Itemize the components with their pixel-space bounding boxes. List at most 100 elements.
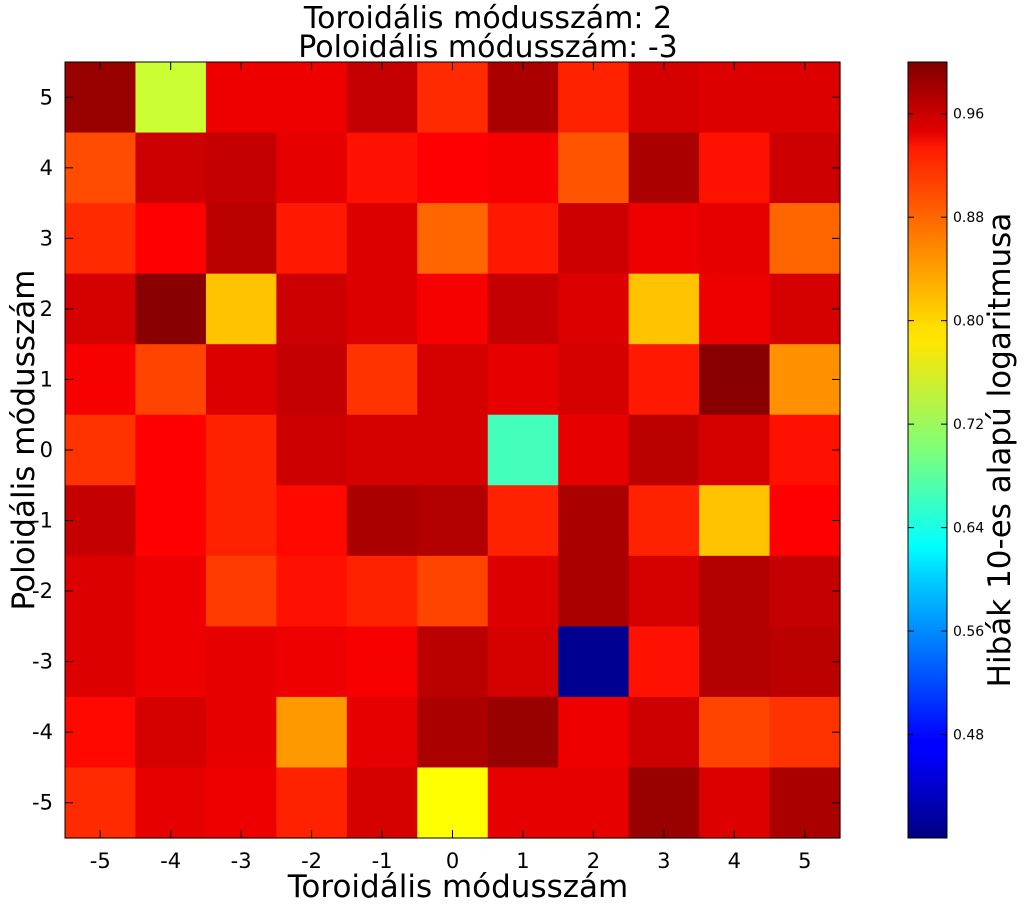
heatmap-cell (205, 485, 277, 557)
heatmap-cell (205, 62, 277, 134)
heatmap-cell (769, 203, 841, 275)
heatmap-cell (346, 273, 418, 345)
heatmap-cell (487, 696, 559, 769)
heatmap-cell (346, 344, 418, 416)
heatmap-cell (276, 767, 348, 839)
x-tick-label: -3 (231, 849, 252, 873)
heatmap-cell (205, 414, 277, 486)
heatmap-cell (558, 62, 630, 134)
heatmap-cell (487, 626, 559, 698)
heatmap-cell (628, 485, 700, 557)
x-tick-label: -1 (372, 849, 393, 873)
heatmap-cell (65, 414, 137, 486)
heatmap-cell (487, 203, 559, 275)
heatmap-cell (276, 555, 348, 627)
x-tick-label: 2 (587, 849, 600, 873)
heatmap-cell (769, 626, 841, 698)
heatmap-cell (699, 344, 771, 416)
heatmap-cell (205, 626, 277, 698)
heatmap-cell (699, 767, 771, 839)
heatmap-cell (558, 626, 630, 698)
heatmap-cell (65, 626, 137, 698)
heatmap-cell (65, 555, 137, 627)
heatmap-cell (558, 132, 630, 204)
heatmap-cell (346, 62, 418, 134)
heatmap-cell (417, 414, 489, 486)
heatmap-cell (628, 626, 700, 698)
colorbar-ticks: 0.48 0.56 0.64 0.72 0.80 0.88 0.96 (908, 107, 984, 744)
heatmap-cell (699, 555, 771, 627)
y-tick-label: 5 (40, 85, 53, 109)
heatmap-cell (558, 203, 630, 275)
heatmap-cell (135, 485, 207, 557)
heatmap-cell (487, 132, 559, 204)
y-tick-label: -3 (32, 650, 53, 674)
heatmap-cell (65, 696, 137, 769)
heatmap-cell (417, 132, 489, 204)
heatmap-cell (628, 767, 700, 839)
heatmap-cell (65, 485, 137, 557)
heatmap-cell (699, 62, 771, 134)
heatmap-cell (417, 62, 489, 134)
heatmap-cell (769, 273, 841, 345)
heatmap-cell (769, 555, 841, 627)
y-tick-label: -4 (32, 720, 53, 744)
heatmap-cell (346, 696, 418, 769)
heatmap-cell (628, 696, 700, 769)
heatmap-cell (628, 555, 700, 627)
heatmap-cell (346, 485, 418, 557)
heatmap-cell (276, 273, 348, 345)
colorbar-tick-label: 0.64 (953, 521, 984, 537)
heatmap-cell (346, 203, 418, 275)
y-axis-ticks: 5 4 3 2 1 0 -1 -2 -3 -4 -5 (32, 85, 840, 815)
heatmap-cell (135, 626, 207, 698)
heatmap-cell (769, 132, 841, 204)
y-axis-label: Poloidális módusszám (6, 270, 42, 611)
x-axis-label: Toroidális módusszám (287, 869, 628, 905)
heatmap-cell (628, 344, 700, 416)
heatmap-cell (346, 626, 418, 698)
heatmap-cell (276, 132, 348, 204)
heatmap-cells (65, 62, 841, 839)
heatmap-cell (135, 767, 207, 839)
heatmap-cell (135, 62, 207, 134)
heatmap-cell (487, 62, 559, 134)
heatmap-cell (558, 414, 630, 486)
heatmap-cell (205, 696, 277, 769)
heatmap-cell (65, 62, 137, 134)
x-tick-label: 0 (446, 849, 459, 873)
x-tick-label: 1 (516, 849, 529, 873)
heatmap-cell (417, 696, 489, 769)
colorbar-tick-label: 0.80 (953, 314, 984, 330)
y-tick-label: 2 (40, 297, 53, 321)
y-tick-label: 4 (40, 156, 53, 180)
heatmap-cell (417, 626, 489, 698)
y-tick-label: 3 (40, 226, 53, 250)
heatmap-cell (65, 344, 137, 416)
heatmap-cell (628, 132, 700, 204)
heatmap-cell (135, 273, 207, 345)
y-tick-label: -1 (32, 509, 53, 533)
heatmap-cell (276, 62, 348, 134)
heatmap-cell (276, 485, 348, 557)
heatmap-cell (276, 696, 348, 769)
heatmap-cell (699, 273, 771, 345)
colorbar-tick-label: 0.72 (953, 417, 984, 433)
heatmap-cell (699, 626, 771, 698)
chart-title-line-2: Poloidális módusszám: -3 (298, 30, 677, 65)
heatmap-cell (135, 203, 207, 275)
heatmap-cell (205, 273, 277, 345)
y-tick-label: -2 (32, 579, 53, 603)
heatmap-cell (205, 132, 277, 204)
colorbar-tick-label: 0.96 (953, 107, 984, 123)
heatmap-cell (135, 344, 207, 416)
x-tick-label: 5 (798, 849, 811, 873)
heatmap-cell (135, 555, 207, 627)
heatmap-cell (699, 696, 771, 769)
heatmap-cell (205, 203, 277, 275)
heatmap-cell (558, 696, 630, 769)
heatmap-cell (276, 203, 348, 275)
heatmap-cell (487, 273, 559, 345)
heatmap-cell (417, 203, 489, 275)
colorbar-tick-label: 0.88 (953, 210, 984, 226)
